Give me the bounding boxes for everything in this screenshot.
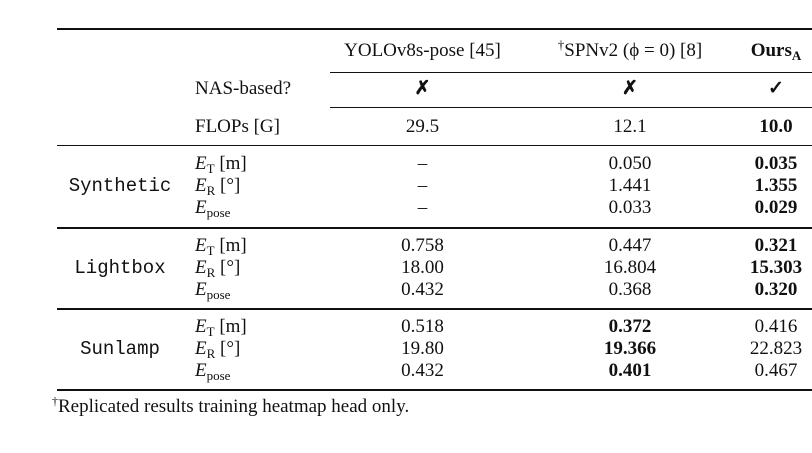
table-cell: 22.823	[749, 338, 803, 359]
metric-er: ER [°]	[195, 338, 241, 361]
table-cell: 0.321	[754, 235, 798, 256]
table-cell: 0.372	[608, 316, 652, 337]
col-header-ours-subscript: A	[791, 48, 802, 63]
synthetic-bottom-rule	[57, 227, 812, 229]
metric-er: ER [°]	[195, 175, 241, 198]
table-cell: 16.804	[603, 257, 657, 278]
table-cell: 0.432	[401, 360, 444, 381]
table-cell: 0.029	[754, 197, 798, 218]
table-cell: 0.758	[401, 235, 444, 256]
table-cell: 19.366	[603, 338, 657, 359]
metric-et: ET [m]	[195, 316, 247, 339]
col-header-spnv2-label: SPNv2 (ϕ = 0) [8]	[564, 40, 703, 61]
flops-ours: 10.0	[759, 116, 793, 137]
table-cell: 15.303	[749, 257, 803, 278]
table-cell: 0.033	[608, 197, 652, 218]
table-cell: 0.368	[608, 279, 652, 300]
footnote-text: Replicated results training heatmap head…	[58, 396, 410, 417]
table-cell: –	[417, 153, 428, 174]
metric-epose: Epose	[195, 360, 231, 383]
table-cell: –	[417, 175, 428, 196]
table-cell: 1.441	[608, 175, 652, 196]
flops-yolov8s: 29.5	[405, 116, 440, 137]
table-cell: 0.432	[401, 279, 444, 300]
table-cell: 0.050	[608, 153, 652, 174]
table-cell: 0.518	[401, 316, 444, 337]
footnote-dagger: †	[52, 394, 58, 408]
table-cell: 0.401	[608, 360, 652, 381]
table-cell: –	[417, 197, 428, 218]
row-label-nas: NAS-based?	[195, 78, 292, 99]
header-partial-rule-2	[330, 107, 812, 108]
group-label-synthetic: Synthetic	[68, 175, 172, 197]
col-header-spnv2: †SPNv2 (ϕ = 0) [8]	[525, 37, 735, 62]
table-cell: 0.447	[608, 235, 652, 256]
metric-et: ET [m]	[195, 153, 247, 176]
col-header-ours-label: Ours	[750, 40, 792, 61]
footnote: †Replicated results training heatmap hea…	[52, 394, 410, 418]
table-cell: 0.416	[754, 316, 798, 337]
table-cell: 18.00	[401, 257, 444, 278]
row-label-flops: FLOPs [G]	[195, 116, 280, 137]
table-cell: 19.80	[401, 338, 444, 359]
bottom-rule	[57, 389, 812, 391]
table-cell: 1.355	[754, 175, 798, 196]
nas-cross-icon: ✗	[414, 78, 431, 99]
col-header-ours: OursA	[740, 40, 812, 62]
metric-et: ET [m]	[195, 235, 247, 258]
nas-cross-icon: ✗	[622, 78, 638, 99]
metric-er: ER [°]	[195, 257, 241, 280]
table-cell: 0.320	[754, 279, 798, 300]
top-rule	[57, 28, 812, 30]
group-label-sunlamp: Sunlamp	[80, 338, 160, 360]
header-bottom-rule	[57, 145, 812, 146]
table-cell: 0.467	[754, 360, 798, 381]
col-header-yolov8s: YOLOv8s-pose [45]	[344, 40, 501, 61]
dagger-mark: †	[557, 37, 565, 52]
header-partial-rule-1	[330, 72, 812, 73]
metric-epose: Epose	[195, 197, 231, 220]
nas-check-icon: ✓	[768, 78, 784, 99]
group-label-lightbox: Lightbox	[74, 257, 166, 279]
table-cell: 0.035	[754, 153, 798, 174]
metric-epose: Epose	[195, 279, 231, 302]
lightbox-bottom-rule	[57, 308, 812, 310]
flops-spnv2: 12.1	[613, 116, 647, 137]
